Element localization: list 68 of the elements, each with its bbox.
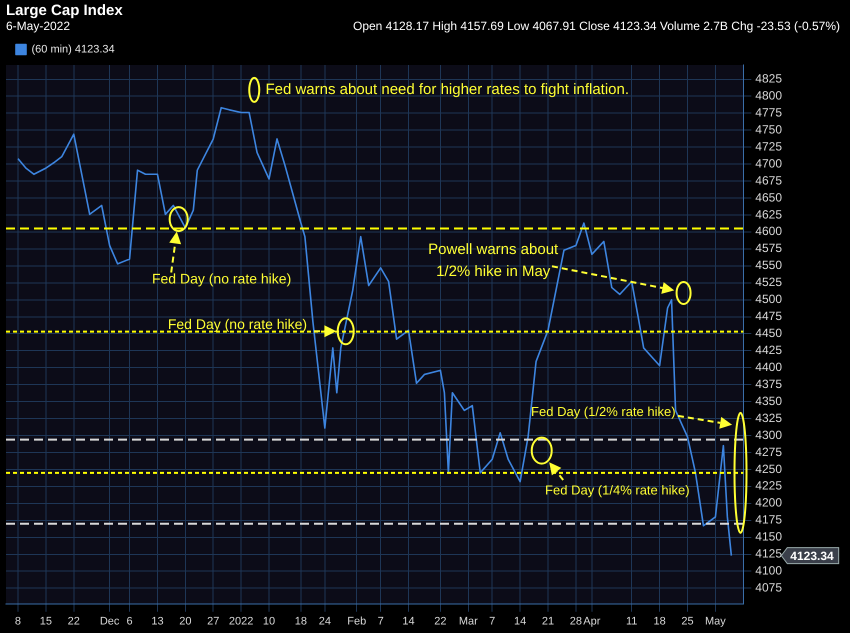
y-tick-label: 4350: [755, 394, 782, 408]
y-tick-label: 4250: [755, 462, 782, 476]
y-tick-label: 4525: [755, 275, 782, 290]
y-tick-label: 4425: [755, 343, 782, 357]
x-tick-label: 27: [207, 615, 220, 628]
x-tick-label: 11: [626, 615, 638, 628]
y-tick-label: 4675: [755, 173, 782, 188]
y-tick-label: 4375: [755, 376, 782, 391]
x-tick-label: 2022: [228, 615, 254, 628]
x-tick-label: 20: [179, 615, 192, 628]
x-tick-label: May: [705, 615, 726, 628]
y-tick-label: 4550: [755, 258, 782, 272]
x-tick-label: 10: [262, 615, 276, 628]
x-tick-label: Feb: [347, 615, 366, 628]
y-tick-label: 4625: [755, 207, 782, 222]
x-tick-label: 21: [542, 615, 554, 628]
y-tick-label: 4475: [755, 309, 782, 324]
y-tick-label: 4200: [755, 496, 782, 510]
y-tick-label: 4775: [755, 105, 782, 120]
y-tick-label: 4100: [755, 564, 782, 578]
legend-label: (60 min) 4123.34: [32, 44, 115, 56]
x-tick-label: 25: [681, 615, 694, 628]
x-tick-label: 13: [151, 615, 164, 628]
y-tick-label: 4600: [755, 224, 782, 238]
y-tick-label: 4825: [755, 72, 782, 86]
annotation: Fed Day (no rate hike): [152, 270, 292, 286]
y-tick-label: 4750: [755, 122, 782, 136]
y-tick-label: 4325: [755, 410, 782, 425]
x-tick-label: 14: [402, 615, 415, 628]
x-tick-label: 15: [40, 615, 52, 628]
y-tick-label: 4500: [755, 292, 782, 306]
annotation: Fed Day (no rate hike): [168, 316, 308, 332]
y-tick-label: 4300: [755, 428, 782, 442]
y-tick-label: 4175: [755, 512, 782, 527]
chart-subtitle: 6-May-2022: [6, 19, 70, 33]
y-tick-label: 4225: [755, 478, 782, 493]
y-tick-label: 4275: [755, 444, 782, 459]
chart-title: Large Cap Index: [6, 2, 123, 19]
x-tick-label: Mar: [458, 615, 478, 628]
annotation: Powell warns about 1/2% hike in May: [428, 241, 560, 280]
x-tick-label: Apr: [583, 615, 601, 628]
y-tick-label: 4075: [755, 580, 782, 595]
x-tick-label: 7: [489, 615, 496, 628]
x-tick-label: 14: [514, 615, 526, 628]
x-tick-label: 18: [294, 615, 308, 628]
x-tick-label: 18: [653, 615, 666, 628]
x-tick-label: 28: [570, 615, 582, 628]
x-tick-label: Dec: [100, 615, 120, 628]
x-tick-label: 24: [318, 615, 331, 628]
x-tick-label: 22: [434, 615, 447, 628]
annotation: Fed warns about need for higher rates to fight inflation.: [265, 81, 630, 98]
y-tick-label: 4725: [755, 139, 782, 154]
x-tick-label: 22: [68, 615, 80, 628]
x-tick-label: 7: [378, 615, 384, 628]
text: Open 4128.17 High 4157.69 Low 4067.91 Close 4123.34 Volume 2.7B Chg -23.53 (-0.57%): [352, 19, 840, 33]
y-tick-label: 4575: [755, 241, 782, 256]
y-tick-label: 4800: [755, 88, 782, 103]
y-tick-label: 4650: [755, 190, 782, 204]
annotation: Fed Day (1/2% rate hike): [531, 404, 676, 419]
y-tick-label: 4400: [755, 360, 782, 374]
annotation: Fed Day (1/4% rate hike): [545, 482, 690, 498]
x-tick-label: 6: [126, 615, 133, 628]
y-tick-label: 4450: [755, 326, 782, 340]
y-tick-label: 4700: [755, 156, 782, 170]
y-tick-label: 4125: [755, 546, 782, 561]
x-tick-label: 8: [14, 615, 22, 628]
y-tick-label: 4150: [755, 530, 782, 544]
text: 4123.34: [790, 548, 834, 563]
